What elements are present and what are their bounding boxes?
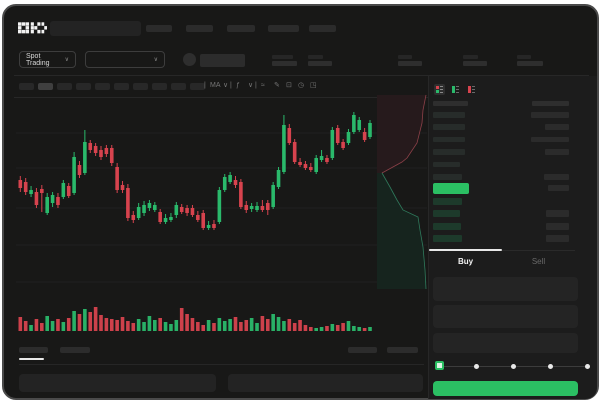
stat-value-placeholder: [398, 61, 422, 66]
orders-tab-active-underline: [19, 358, 44, 360]
ask-price-placeholder: [433, 136, 465, 143]
bid-amount-placeholder: [546, 235, 569, 243]
stat-label-placeholder: [463, 55, 478, 59]
divider: [428, 76, 429, 399]
slider-step-dot[interactable]: [547, 364, 553, 369]
ask-price-placeholder: [433, 124, 465, 130]
ask-amount-placeholder: [544, 174, 569, 180]
bid-price-placeholder: [433, 222, 461, 230]
timeframe-button[interactable]: [171, 83, 186, 90]
chart-tool-icon[interactable]: ✎: [274, 82, 280, 89]
stat-value-placeholder: [272, 61, 297, 66]
timeframe-button[interactable]: [76, 83, 91, 90]
nav-item[interactable]: [268, 25, 299, 32]
trade-input-field[interactable]: [433, 305, 578, 328]
chart-tool-icon[interactable]: ⊡: [286, 82, 292, 89]
orders-tab[interactable]: [60, 347, 90, 353]
divider: [429, 250, 575, 251]
orderbook-layout-combined-icon[interactable]: [434, 84, 445, 95]
tab-buy[interactable]: Buy: [457, 257, 474, 266]
chart-tool-icon[interactable]: ∨: [223, 82, 229, 89]
toolbar-divider: |: [204, 82, 206, 89]
divider: [19, 364, 424, 365]
stat-value-placeholder: [517, 61, 543, 66]
ask-amount-placeholder: [545, 124, 569, 130]
chart-tool-icon[interactable]: ∨: [248, 82, 254, 89]
stat-label-placeholder: [272, 55, 293, 59]
chart-tool-icon[interactable]: MA: [210, 82, 221, 89]
timeframe-button[interactable]: [114, 83, 129, 90]
timeframe-button[interactable]: [95, 83, 110, 90]
ask-amount-placeholder: [531, 112, 569, 118]
pair-name-placeholder: [200, 54, 245, 67]
coin-icon: [183, 53, 196, 66]
bid-amount-placeholder: [546, 222, 569, 230]
last-amount-placeholder: [548, 185, 569, 191]
nav-item[interactable]: [309, 25, 336, 32]
nav-item[interactable]: [227, 25, 255, 32]
search-input[interactable]: [50, 21, 141, 36]
timeframe-button[interactable]: [38, 83, 53, 90]
stat-value-placeholder: [463, 61, 487, 66]
orders-empty-box: [19, 374, 216, 392]
stat-label-placeholder: [398, 55, 412, 59]
stat-value-placeholder: [308, 61, 332, 66]
nav-item[interactable]: [186, 25, 213, 32]
book-header-price: [433, 101, 468, 106]
toolbar-divider: |: [255, 82, 257, 89]
okx-logo-icon: [18, 22, 47, 34]
orders-tab[interactable]: [19, 347, 48, 353]
trade-input-field[interactable]: [433, 333, 578, 353]
timeframe-button[interactable]: [190, 83, 205, 90]
ask-price-placeholder: [433, 149, 465, 155]
orders-empty-box: [228, 374, 423, 392]
orders-action[interactable]: [348, 347, 377, 353]
orders-action[interactable]: [387, 347, 418, 353]
chevron-down-icon: ∨: [64, 57, 69, 63]
orderbook-layout-asks-icon[interactable]: [466, 84, 477, 95]
ask-price-placeholder: [433, 112, 465, 118]
trade-input-field[interactable]: [433, 277, 578, 301]
last-price-badge: [433, 183, 469, 194]
timeframe-button[interactable]: [133, 83, 148, 90]
market-type-label: Spot Trading: [26, 52, 50, 67]
timeframe-button[interactable]: [19, 83, 34, 90]
slider-step-dot[interactable]: [584, 364, 590, 369]
amount-slider-handle[interactable]: [435, 361, 444, 370]
slider-step-dot[interactable]: [473, 364, 479, 369]
orderbook-layout-bids-icon[interactable]: [450, 84, 461, 95]
chart-tool-icon[interactable]: ƒ: [236, 82, 240, 89]
bid-amount-placeholder: [546, 210, 569, 218]
bid-price-placeholder: [433, 235, 462, 243]
buy-tab-active-underline: [429, 249, 502, 251]
timeframe-button[interactable]: [152, 83, 167, 90]
ask-price-placeholder: [433, 161, 460, 168]
timeframe-button[interactable]: [57, 83, 72, 90]
bid-price-placeholder: [433, 198, 462, 205]
ask-price-placeholder: [433, 174, 462, 180]
stat-label-placeholder: [517, 55, 531, 59]
buy-button[interactable]: [433, 381, 578, 396]
nav-item[interactable]: [146, 25, 172, 32]
chart-tool-icon[interactable]: ◳: [310, 82, 317, 89]
stat-label-placeholder: [308, 55, 323, 59]
toolbar-divider: |: [230, 82, 232, 89]
chevron-down-icon: ∨: [153, 57, 158, 63]
ask-amount-placeholder: [545, 149, 569, 155]
bid-price-placeholder: [433, 210, 460, 218]
divider: [14, 75, 589, 76]
tab-sell[interactable]: Sell: [531, 257, 546, 266]
ask-amount-placeholder: [531, 136, 569, 143]
market-type-selector[interactable]: Spot Trading ∨: [19, 51, 76, 68]
divider: [14, 97, 589, 98]
chart-tool-icon[interactable]: ◷: [298, 82, 305, 89]
pair-selector-dropdown[interactable]: ∨: [85, 51, 165, 68]
slider-step-dot[interactable]: [510, 364, 516, 369]
book-header-amount: [532, 101, 569, 106]
chart-tool-icon[interactable]: ≈: [261, 82, 265, 89]
